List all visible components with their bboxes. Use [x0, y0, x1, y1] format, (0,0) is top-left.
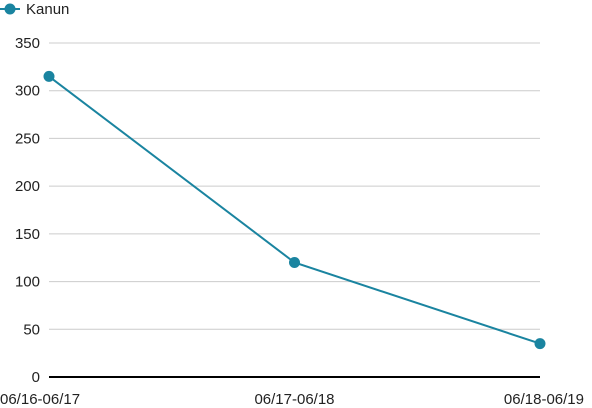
series-group — [43, 70, 546, 350]
y-axis-tick-labels: 0 50 100 150 200 250 300 350 — [15, 35, 40, 386]
x-axis-tick-labels: 06/16-06/17 06/17-06/18 06/18-06/19 — [0, 391, 584, 408]
legend: Kanun — [0, 1, 69, 18]
data-point — [534, 338, 546, 350]
y-tick-label: 0 — [32, 369, 40, 386]
x-tick-label: 06/16-06/17 — [0, 391, 80, 408]
legend-dot-marker — [4, 3, 16, 15]
series-line — [48, 75, 541, 345]
y-tick-label: 150 — [15, 226, 40, 243]
data-point — [289, 256, 300, 268]
y-tick-label: 200 — [15, 178, 40, 195]
x-tick-label: 06/18-06/19 — [504, 391, 584, 408]
y-tick-label: 300 — [15, 83, 40, 100]
grid-lines — [49, 42, 540, 330]
y-tick-label: 250 — [15, 130, 40, 147]
y-tick-label: 50 — [23, 321, 40, 338]
y-tick-label: 350 — [15, 35, 40, 52]
legend-label-kanun: Kanun — [26, 1, 69, 18]
x-tick-label: 06/17-06/18 — [254, 391, 334, 408]
data-point — [43, 70, 55, 82]
y-tick-label: 100 — [15, 274, 40, 291]
